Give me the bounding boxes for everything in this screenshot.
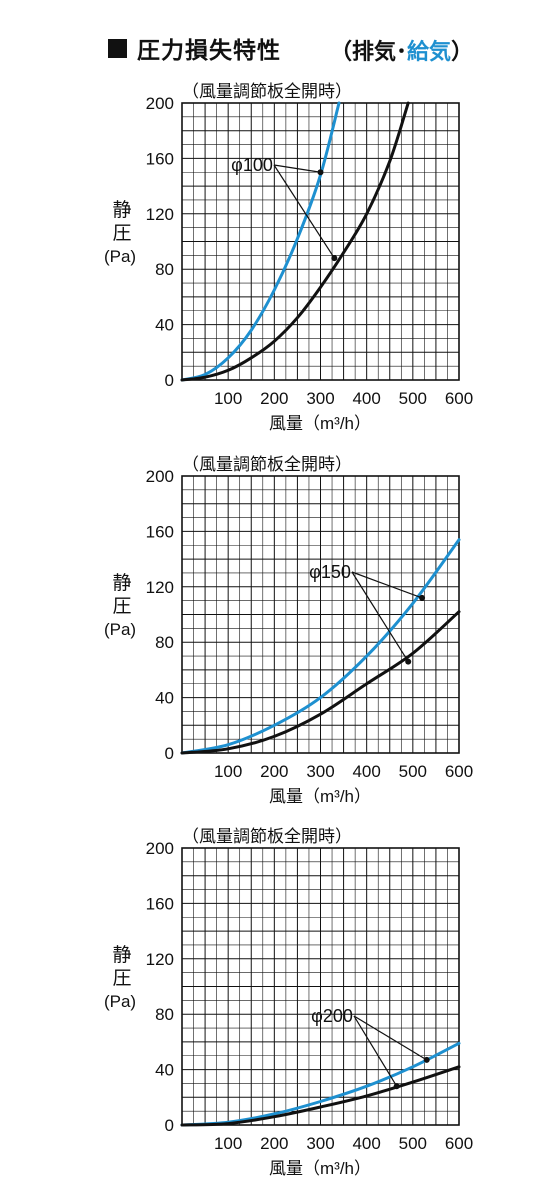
exhaust-label: 排気 [352, 39, 397, 64]
chart-note: （風量調節板全開時） [182, 82, 352, 101]
y-tick-label: 200 [146, 467, 174, 486]
y-tick-label: 40 [155, 316, 174, 335]
x-tick-label: 200 [260, 762, 288, 781]
chart-note: （風量調節板全開時） [182, 455, 352, 474]
plot-frame [181, 847, 460, 1126]
series-line-supply [180, 538, 461, 755]
section-title: 圧力損失特性 [108, 28, 281, 68]
y-tick-label: 160 [146, 522, 174, 541]
annotation-leader [353, 1015, 427, 1061]
annotation-point [331, 255, 338, 262]
x-tick-label: 200 [260, 389, 288, 408]
x-tick-label: 300 [306, 389, 334, 408]
annotation-leader [351, 571, 409, 662]
annotation-label: φ150 [309, 562, 351, 582]
y-axis-label: 静 [112, 199, 131, 221]
annotation-leader [351, 571, 423, 599]
annotation-leader [353, 1015, 398, 1087]
paren-open: （ [330, 39, 353, 64]
annotation-point [405, 658, 412, 665]
y-tick-label: 160 [146, 894, 174, 913]
series-line-exhaust [180, 1065, 461, 1127]
x-tick-label: 400 [352, 1134, 380, 1153]
title-text: 圧力損失特性 [137, 37, 281, 63]
annotation-point [419, 594, 426, 601]
chart-phi200: 0 40 80 120 160 200 100 200 300 400 500 600 （風量調節板全開… [104, 827, 473, 1178]
y-tick-label: 0 [165, 1116, 174, 1135]
separator-dot: ･ [396, 39, 408, 64]
y-axis-label: 静 [112, 944, 131, 966]
y-axis-label: 静 [112, 572, 131, 594]
y-tick-label: 120 [146, 950, 174, 969]
annotation-point [393, 1083, 400, 1090]
y-tick-label: 80 [155, 1005, 174, 1024]
x-tick-label: 500 [399, 762, 427, 781]
title-square-icon [108, 38, 127, 58]
y-axis-label: (Pa) [104, 992, 136, 1011]
y-tick-label: 40 [155, 689, 174, 708]
y-tick-label: 120 [146, 205, 174, 224]
x-axis-label: 風量（m³/h） [269, 1159, 371, 1178]
x-tick-label: 100 [214, 1134, 242, 1153]
y-axis-label: (Pa) [104, 620, 136, 639]
y-tick-label: 160 [146, 149, 174, 168]
y-tick-label: 0 [165, 744, 174, 763]
x-axis-label: 風量（m³/h） [269, 787, 371, 806]
series-line-exhaust [180, 101, 410, 382]
x-tick-label: 300 [306, 762, 334, 781]
chart-phi100: 0 40 80 120 160 200 100 200 300 400 500 600 （風量調節板全開… [104, 82, 473, 433]
paren-close: ） [451, 39, 474, 64]
x-tick-label: 400 [352, 389, 380, 408]
plot-frame [181, 102, 460, 381]
x-tick-label: 500 [399, 389, 427, 408]
title-subtitle: （排気･給気） [330, 34, 473, 66]
x-tick-label: 600 [445, 762, 473, 781]
annotation-leader [273, 164, 335, 259]
y-axis-label: 圧 [112, 968, 131, 989]
grid [182, 476, 459, 753]
x-tick-label: 600 [445, 1134, 473, 1153]
annotation-leader [273, 164, 321, 173]
x-tick-label: 100 [214, 762, 242, 781]
x-tick-label: 600 [445, 389, 473, 408]
chart-phi150: 0 40 80 120 160 200 100 200 300 400 500 600 （風量調節板全開… [104, 455, 473, 806]
supply-label: 給気 [407, 39, 452, 64]
y-tick-label: 200 [146, 94, 174, 113]
y-tick-label: 80 [155, 260, 174, 279]
y-axis-label: (Pa) [104, 247, 136, 266]
x-tick-label: 100 [214, 389, 242, 408]
y-tick-label: 120 [146, 578, 174, 597]
chart-note: （風量調節板全開時） [182, 827, 352, 846]
y-tick-label: 200 [146, 839, 174, 858]
annotation-label: φ200 [311, 1006, 353, 1026]
annotation-point [317, 169, 324, 176]
y-tick-label: 40 [155, 1061, 174, 1080]
annotation-point [423, 1056, 430, 1063]
annotation-label: φ100 [231, 155, 273, 175]
y-axis-label: 圧 [112, 223, 131, 244]
y-axis-label: 圧 [112, 596, 131, 617]
grid [182, 848, 459, 1125]
plot-frame [181, 475, 460, 754]
y-tick-label: 0 [165, 371, 174, 390]
grid [182, 103, 459, 380]
series-line-exhaust [180, 610, 461, 755]
x-tick-label: 200 [260, 1134, 288, 1153]
x-tick-label: 500 [399, 1134, 427, 1153]
x-tick-label: 400 [352, 762, 380, 781]
x-tick-label: 300 [306, 1134, 334, 1153]
x-axis-label: 風量（m³/h） [269, 414, 371, 433]
y-tick-label: 80 [155, 633, 174, 652]
